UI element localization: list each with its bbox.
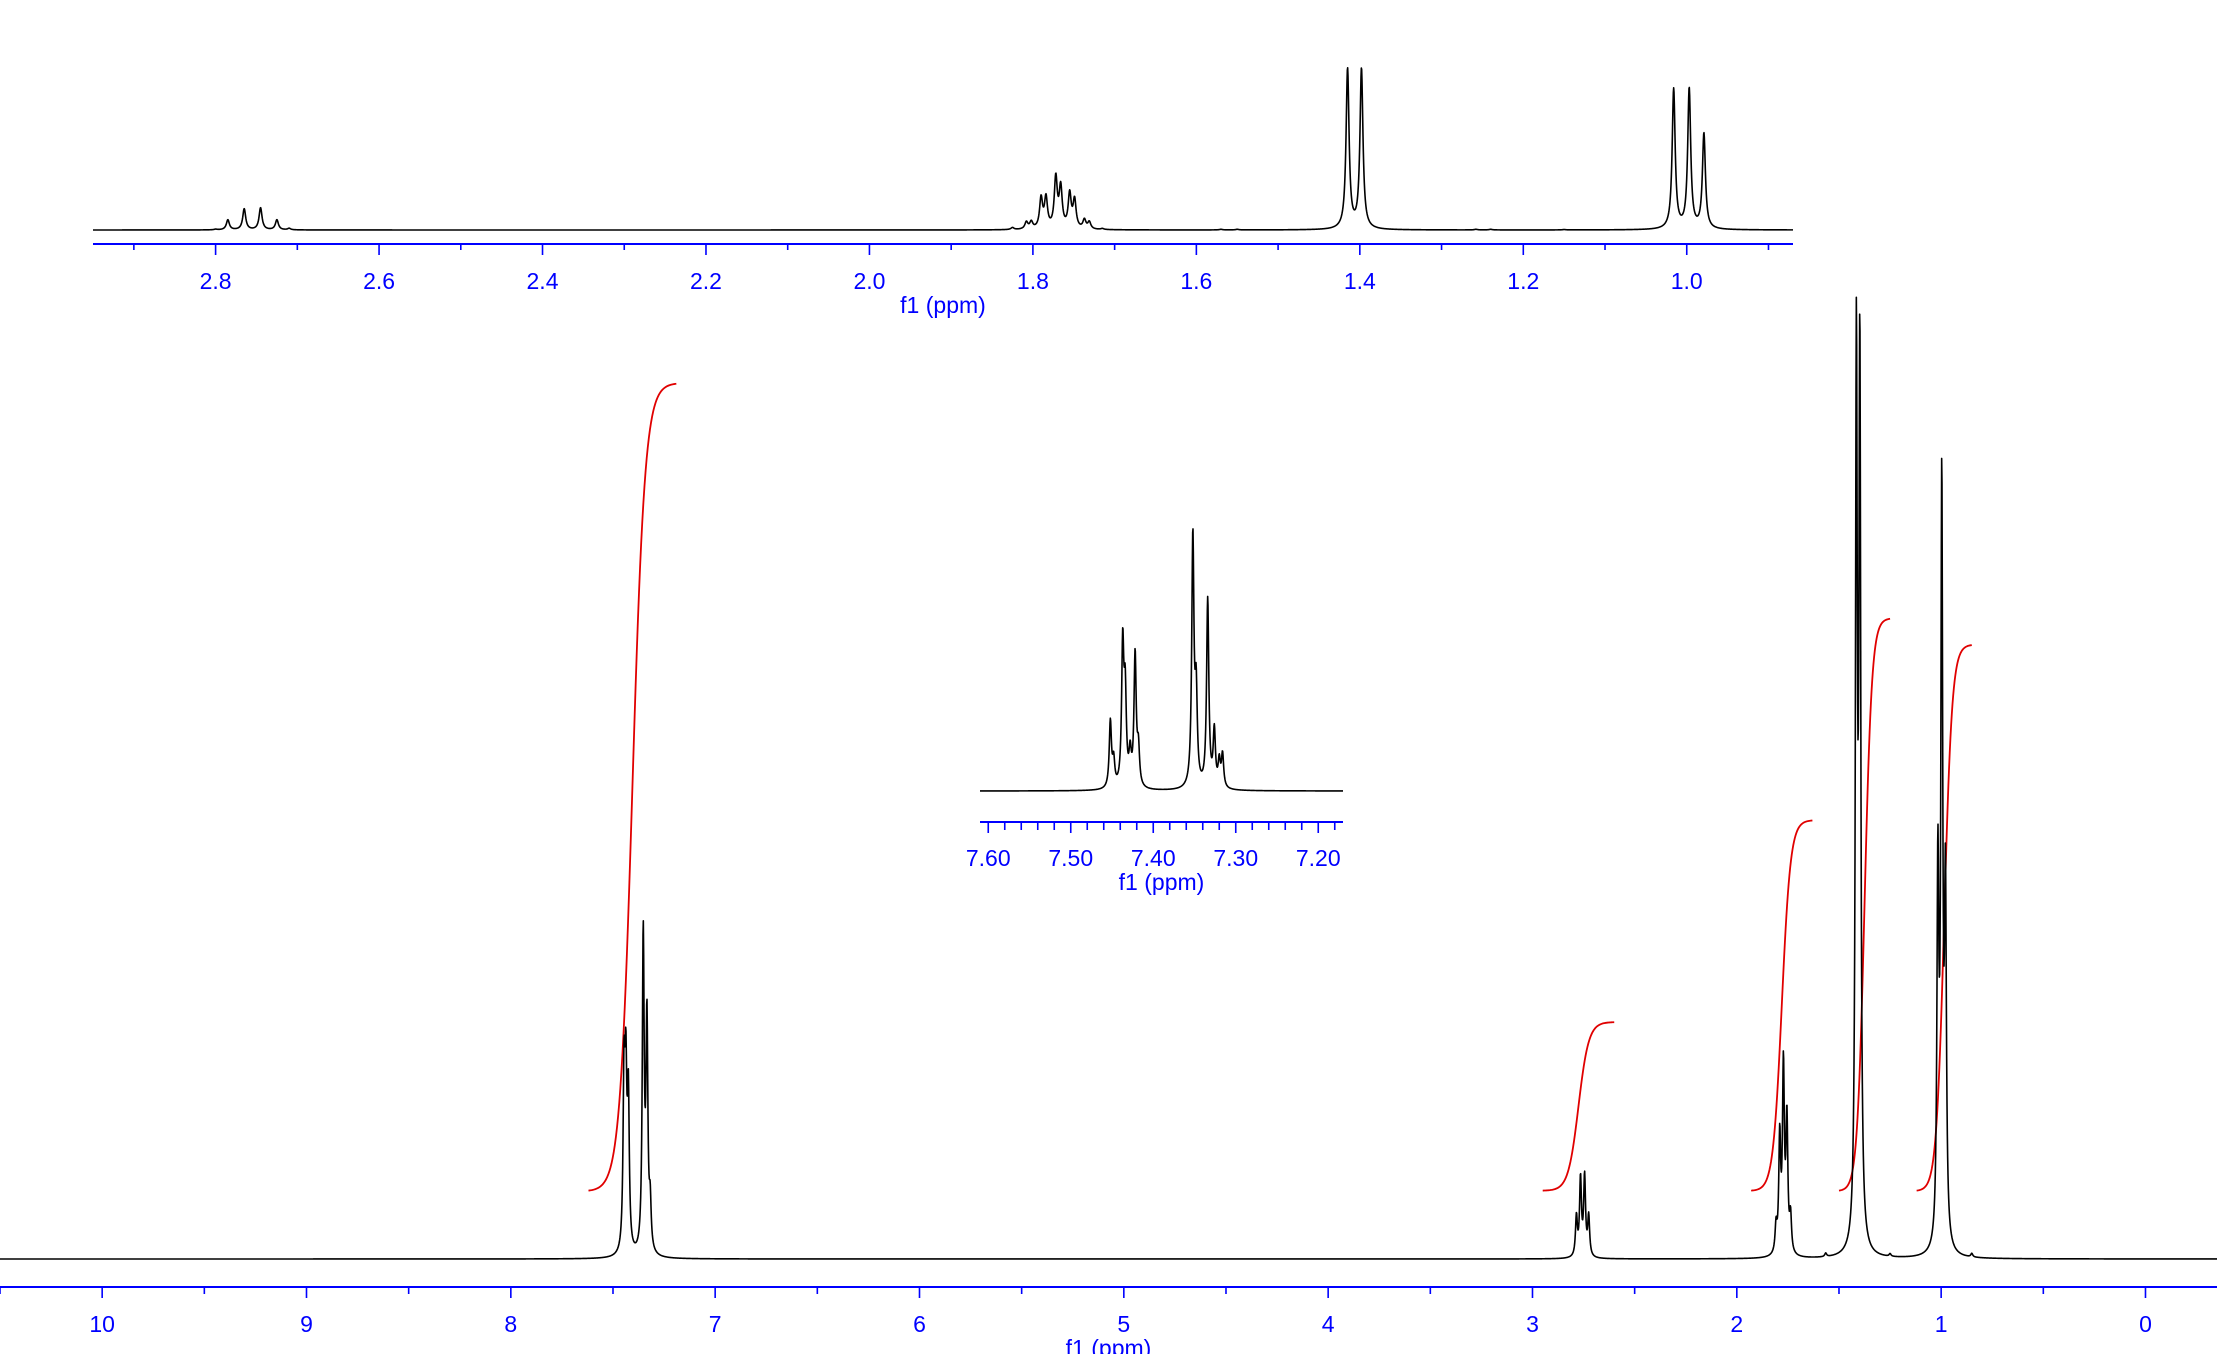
top-tick-label: 2.4 (527, 268, 559, 294)
integral-curve (1751, 819, 1813, 1192)
main-tick-label: 3 (1526, 1311, 1539, 1337)
inset-tick-label: 7.60 (966, 845, 1011, 871)
main-tick-label: 0 (2139, 1311, 2152, 1337)
inset-x-axis-title: f1 (ppm) (1119, 869, 1205, 895)
top-tick-label: 2.2 (690, 268, 722, 294)
top-tick-label: 2.6 (363, 268, 395, 294)
main-tick-label: 10 (89, 1311, 115, 1337)
main-spectrum-trace (0, 296, 2218, 1260)
top-tick-label: 1.4 (1344, 268, 1376, 294)
integral-curve (588, 382, 677, 1192)
main-tick-label: 7 (709, 1311, 722, 1337)
main-x-axis-title: f1 (ppm) (1066, 1335, 1152, 1354)
full-spectrum-panel: 10 9 8 7 6 5 4 3 2 1 0 f1 (ppm) (0, 296, 2218, 1354)
aromatic-inset-panel: 7.60 7.50 7.40 7.30 7.20 f1 (ppm) (966, 528, 1344, 895)
integral-curve (1838, 617, 1891, 1192)
top-spectrum-trace (92, 66, 1794, 231)
inset-spectrum-trace (979, 528, 1344, 792)
main-tick-label: 5 (1117, 1311, 1130, 1337)
inset-tick-label: 7.30 (1213, 845, 1258, 871)
top-tick-label: 1.8 (1017, 268, 1049, 294)
main-tick-label: 9 (300, 1311, 313, 1337)
main-tick-label: 4 (1322, 1311, 1335, 1337)
top-tick-label: 1.0 (1671, 268, 1703, 294)
main-tick-label: 8 (504, 1311, 517, 1337)
main-tick-label: 2 (1730, 1311, 1743, 1337)
top-x-axis-title: f1 (ppm) (900, 292, 986, 318)
top-tick-label: 2.8 (200, 268, 232, 294)
main-tick-label: 1 (1935, 1311, 1948, 1337)
top-tick-label: 1.2 (1507, 268, 1539, 294)
top-tick-label: 2.0 (853, 268, 885, 294)
main-tick-label: 6 (913, 1311, 926, 1337)
inset-tick-label: 7.50 (1048, 845, 1093, 871)
top-tick-label: 1.6 (1180, 268, 1212, 294)
inset-tick-label: 7.20 (1296, 845, 1341, 871)
inset-tick-label: 7.40 (1131, 845, 1176, 871)
integral-curve (1542, 1021, 1615, 1192)
top-zoom-panel: 2.8 2.6 2.4 2.2 2.0 1.8 1.6 1.4 1.2 1.0 f1 (ppm) (92, 66, 1794, 318)
